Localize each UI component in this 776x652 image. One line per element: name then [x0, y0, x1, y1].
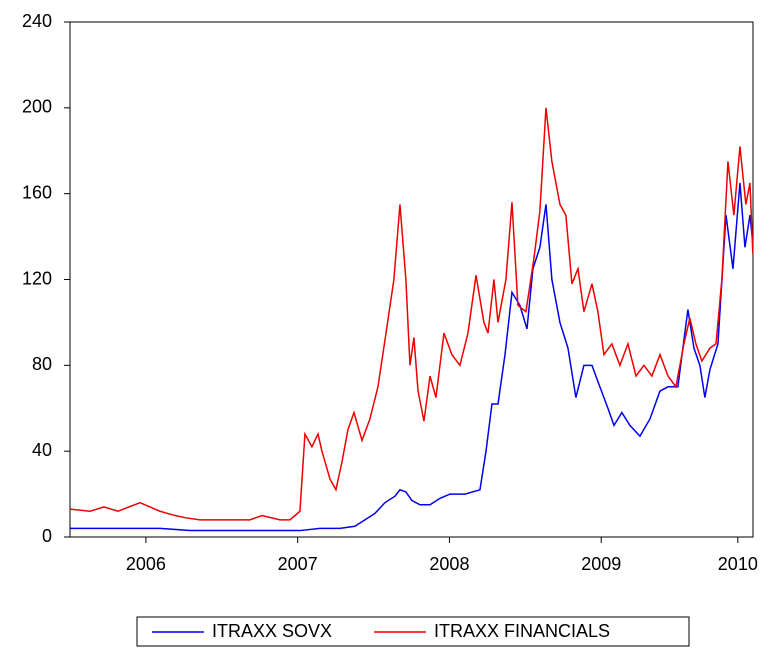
y-tick-label: 120 [22, 268, 52, 288]
y-tick-label: 0 [42, 526, 52, 546]
y-tick-label: 240 [22, 11, 52, 31]
x-tick-label: 2006 [126, 554, 166, 574]
y-tick-label: 40 [32, 440, 52, 460]
plot-frame [69, 21, 754, 538]
series-line [70, 182, 754, 532]
y-tick-label: 200 [22, 97, 52, 117]
y-tick-label: 160 [22, 182, 52, 202]
legend-label: ITRAXX SOVX [212, 621, 332, 641]
x-tick-label: 2010 [718, 554, 758, 574]
series-line [69, 107, 754, 521]
y-tick-label: 80 [32, 354, 52, 374]
x-tick-label: 2009 [581, 554, 621, 574]
legend-label: ITRAXX FINANCIALS [434, 621, 610, 641]
x-tick-label: 2007 [278, 554, 318, 574]
x-tick-label: 2008 [429, 554, 469, 574]
